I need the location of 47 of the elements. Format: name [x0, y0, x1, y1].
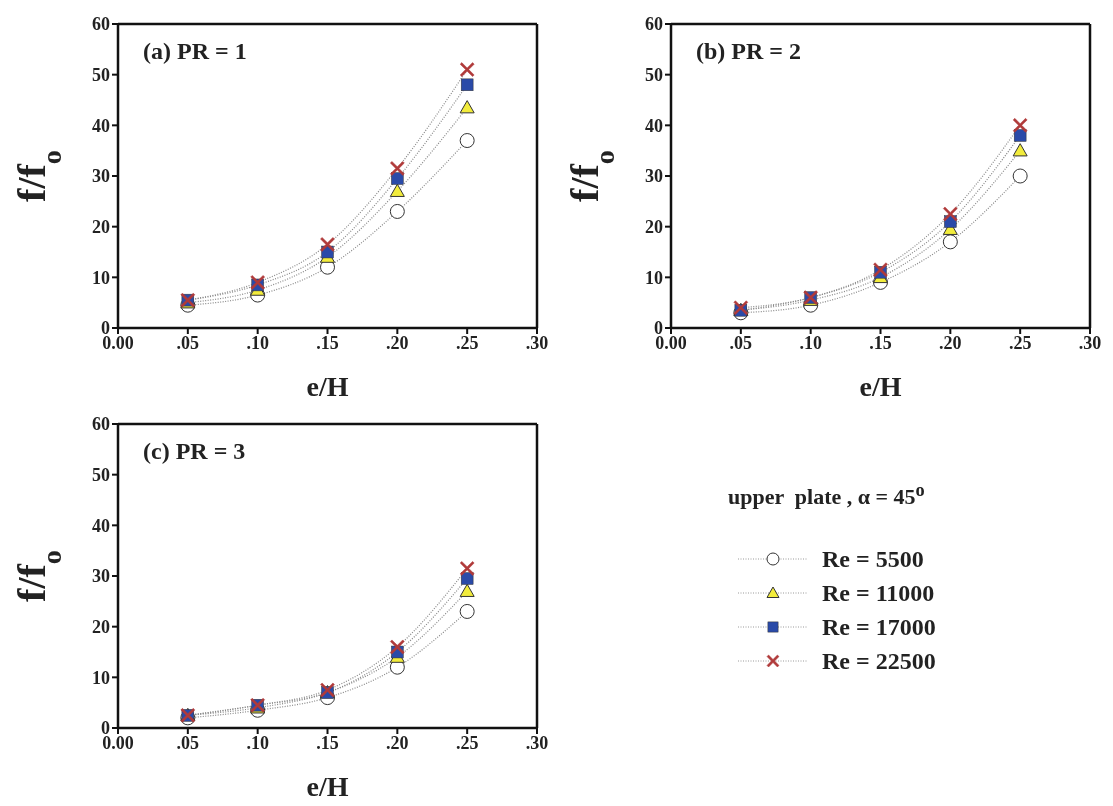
x-tick-label: .30 [1078, 332, 1102, 353]
y-tick-label: 50 [92, 65, 110, 86]
x-tick-label: .20 [386, 332, 409, 353]
x-tick-label: .20 [386, 732, 409, 753]
x-tick-label: .05 [729, 332, 753, 353]
annotation: (b) PR = 2 [696, 38, 801, 65]
x-tick-label: .25 [455, 332, 479, 353]
y-tick-label: 50 [645, 65, 663, 86]
y-tick-label: 30 [92, 166, 110, 187]
y-tick-label: 50 [92, 465, 110, 486]
x-tick-label: .15 [869, 332, 892, 353]
x-tick-label: .15 [316, 332, 339, 353]
legend-label: Re = 17000 [822, 613, 936, 641]
x-axis-title: e/H [306, 771, 349, 802]
y-tick-label: 40 [645, 115, 663, 136]
legend-title: upper plate , α = 45$^{o}$ [728, 480, 926, 511]
x-tick-label: .30 [525, 332, 549, 353]
y-tick-label: 60 [92, 14, 110, 35]
y-tick-label: 20 [92, 217, 110, 238]
x-axis-title: e/H [859, 371, 902, 402]
x-tick-label: .10 [246, 332, 269, 353]
y-tick-label: 30 [645, 166, 663, 187]
y-tick-label: 10 [645, 267, 663, 288]
y-tick-label: 30 [92, 566, 110, 587]
x-tick-label: .15 [316, 732, 339, 753]
y-tick-label: 60 [92, 414, 110, 435]
y-tick-label: 20 [92, 617, 110, 638]
y-tick-label: 60 [645, 14, 663, 35]
x-tick-label: .25 [455, 732, 479, 753]
legend-label: Re = 22500 [822, 647, 936, 675]
y-tick-label: 10 [92, 267, 110, 288]
legend-label: Re = 11000 [822, 579, 935, 607]
x-axis-title: e/H [306, 371, 349, 402]
x-tick-label: .30 [525, 732, 549, 753]
y-tick-label: 20 [645, 217, 663, 238]
y-tick-label: 40 [92, 515, 110, 536]
y-tick-label: 40 [92, 115, 110, 136]
x-tick-label: .10 [799, 332, 822, 353]
x-tick-label: .10 [246, 732, 269, 753]
x-tick-label: .20 [939, 332, 962, 353]
x-tick-label: .25 [1008, 332, 1032, 353]
legend-label: Re = 5500 [822, 545, 924, 573]
x-tick-label: .05 [176, 732, 200, 753]
annotation: (c) PR = 3 [143, 438, 246, 465]
y-tick-label: 10 [92, 667, 110, 688]
annotation: (a) PR = 1 [143, 38, 247, 65]
x-tick-label: .05 [176, 332, 200, 353]
